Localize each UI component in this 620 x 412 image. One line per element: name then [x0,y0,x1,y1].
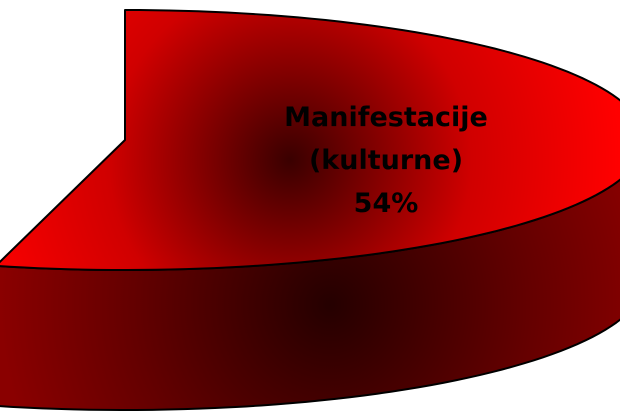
category-label: Manifestacije (kulturne) [284,102,488,176]
data-label: Manifestacije (kulturne) 54% [250,96,522,225]
pie-slice [0,9,620,271]
value-label: 54% [353,188,419,219]
